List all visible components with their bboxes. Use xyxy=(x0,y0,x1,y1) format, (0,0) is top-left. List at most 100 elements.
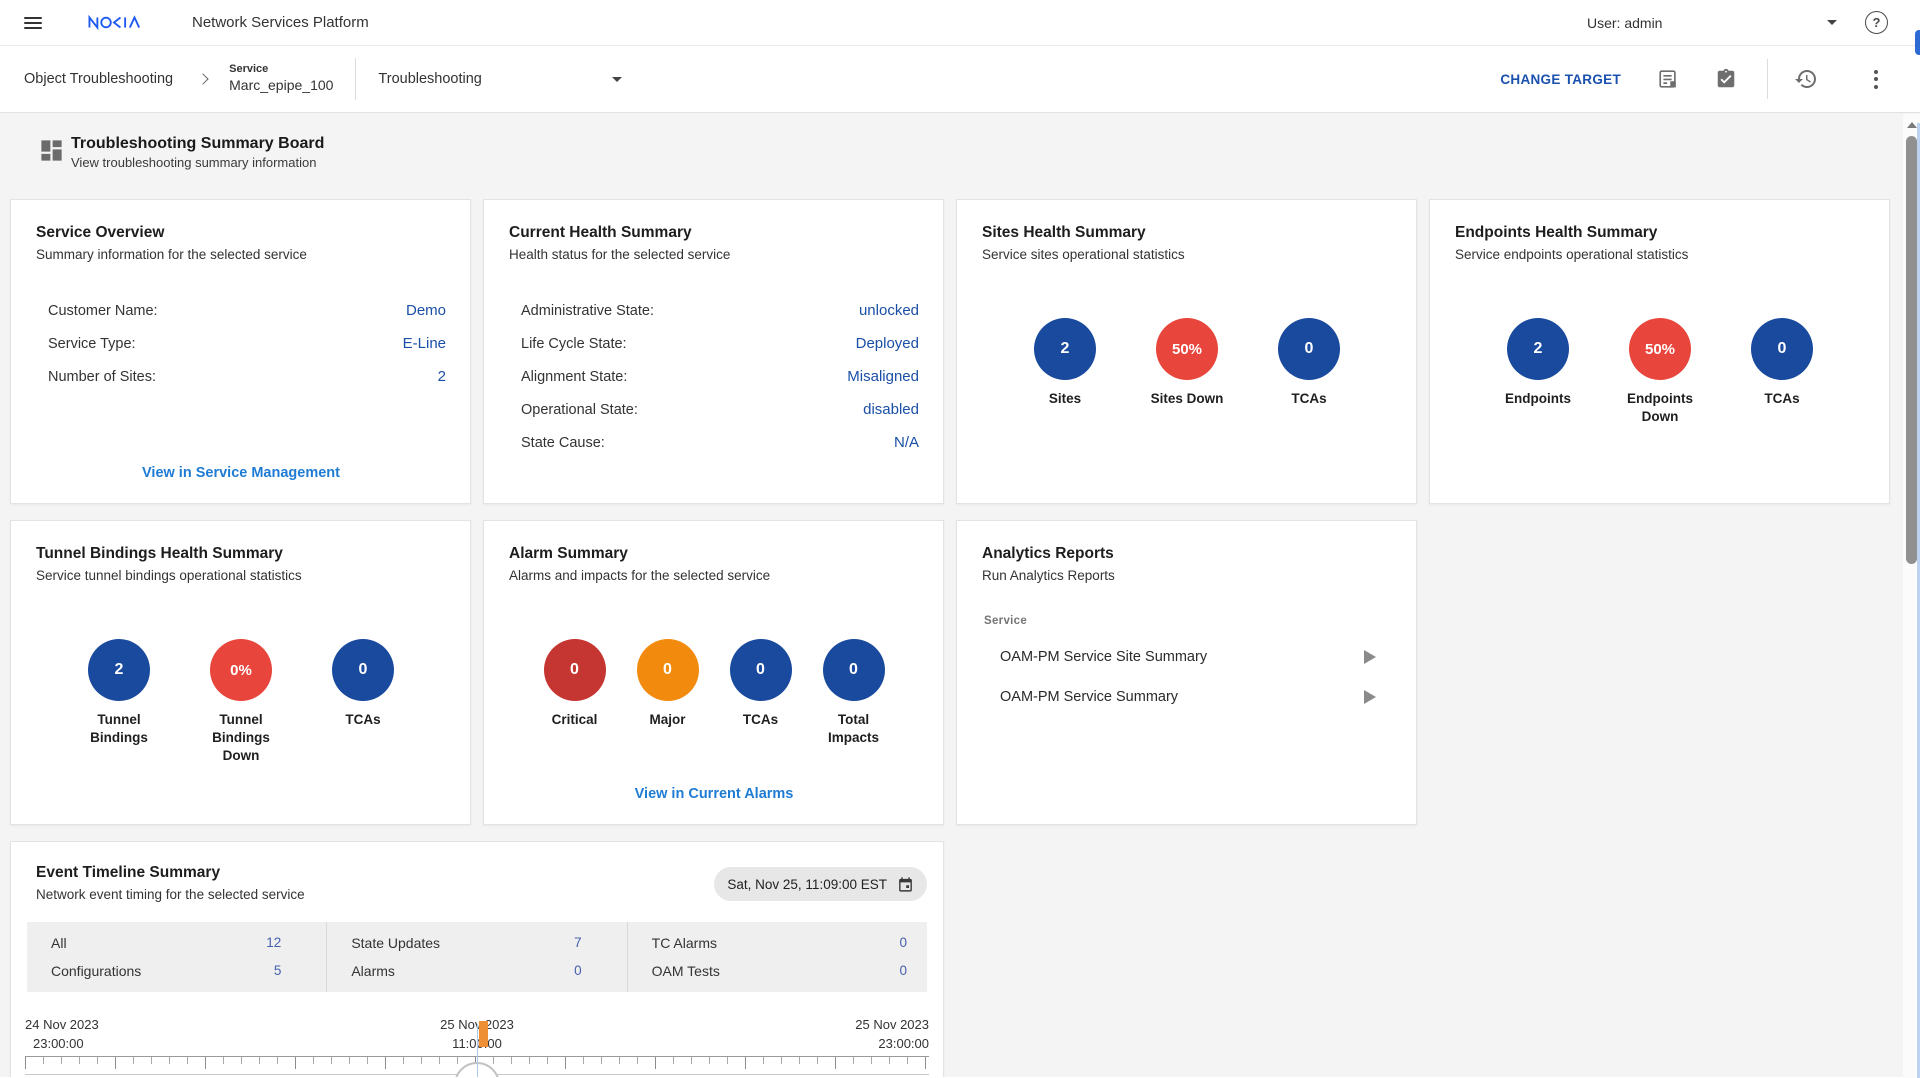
breadcrumb[interactable]: Object Troubleshooting xyxy=(24,71,173,87)
view-in-service-management-link[interactable]: View in Service Management xyxy=(142,465,340,487)
run-report-icon[interactable] xyxy=(1364,650,1376,664)
stat-circle: 50% xyxy=(1156,318,1218,380)
stat-circle: 2 xyxy=(88,639,150,701)
card-subtitle: Service endpoints operational statistics xyxy=(1455,247,1865,262)
stat-label: Tunnel Bindings Down xyxy=(202,711,280,766)
card-tunnel-bindings-health-summary: Tunnel Bindings Health Summary Service t… xyxy=(10,520,471,825)
stat-label: Total Impacts xyxy=(815,711,893,747)
card-current-health-summary: Current Health Summary Health status for… xyxy=(483,199,944,504)
report-label: OAM-PM Service Site Summary xyxy=(1000,649,1207,665)
view-selector-value: Troubleshooting xyxy=(378,71,481,87)
breadcrumb-chevron-icon xyxy=(197,73,208,84)
dashboard-content: Troubleshooting Summary Board View troub… xyxy=(0,113,1920,1077)
counter-label: OAM Tests xyxy=(652,963,720,979)
time-marker[interactable] xyxy=(479,1021,488,1047)
help-icon[interactable]: ? xyxy=(1865,11,1888,34)
grid-empty-cell xyxy=(1429,520,1890,825)
checklist-icon[interactable] xyxy=(1715,68,1737,90)
chevron-down-icon xyxy=(1827,20,1837,25)
hamburger-menu-icon[interactable] xyxy=(16,8,50,38)
nokia-logo xyxy=(88,15,150,30)
cards-grid: Service Overview Summary information for… xyxy=(10,199,1890,1077)
stat-circle: 0 xyxy=(1278,318,1340,380)
card-title: Current Health Summary xyxy=(509,224,919,242)
counter-row: OAM Tests 0 xyxy=(628,957,927,985)
kv-value: Demo xyxy=(406,302,446,319)
scroll-up-arrow-icon[interactable] xyxy=(1907,122,1917,128)
kv-row: Administrative State: unlocked xyxy=(509,302,919,319)
kv-row: Life Cycle State: Deployed xyxy=(509,335,919,352)
counter-value: 7 xyxy=(574,935,582,951)
datetime-picker-chip[interactable]: Sat, Nov 25, 11:09:00 EST xyxy=(714,867,927,901)
scrollbar-thumb[interactable] xyxy=(1906,136,1917,564)
card-subtitle: Alarms and impacts for the selected serv… xyxy=(509,568,919,583)
current-time-line xyxy=(477,1024,478,1077)
toolbar-divider xyxy=(355,58,356,100)
stat-circle: 0 xyxy=(544,639,606,701)
counter-value: 0 xyxy=(574,963,582,979)
card-subtitle: Service sites operational statistics xyxy=(982,247,1392,262)
target-context: Service Marc_epipe_100 xyxy=(229,63,333,94)
counter-label: TC Alarms xyxy=(652,935,717,951)
stat-circle: 0 xyxy=(637,639,699,701)
stat-tunnel-bindings-down: 0% Tunnel Bindings Down xyxy=(180,639,302,766)
report-row-oam-pm-service-summary[interactable]: OAM-PM Service Summary xyxy=(982,677,1392,717)
counter-value: 0 xyxy=(899,963,907,979)
history-icon[interactable] xyxy=(1794,67,1818,91)
card-subtitle: Network event timing for the selected se… xyxy=(36,887,305,902)
stat-tcas: 0 TCAs xyxy=(714,639,807,747)
counter-value: 5 xyxy=(274,963,282,979)
view-in-current-alarms-link[interactable]: View in Current Alarms xyxy=(635,786,794,808)
run-report-icon[interactable] xyxy=(1364,690,1376,704)
stat-label: Sites Down xyxy=(1151,390,1224,408)
stat-circle: 50% xyxy=(1629,318,1691,380)
card-sites-health-summary: Sites Health Summary Service sites opera… xyxy=(956,199,1417,504)
context-toolbar: Object Troubleshooting Service Marc_epip… xyxy=(0,46,1920,113)
calendar-icon xyxy=(897,876,914,893)
counter-row: State Updates 7 xyxy=(327,929,626,957)
counter-group: TC Alarms 0 OAM Tests 0 xyxy=(627,922,927,992)
stat-label: TCAs xyxy=(345,711,380,729)
kv-value: E-Line xyxy=(403,335,446,352)
event-timeline: 24 Nov 2023 23:00:00 25 Nov 2023 11:00:0… xyxy=(25,1016,929,1077)
card-subtitle: Run Analytics Reports xyxy=(982,568,1392,583)
more-options-icon[interactable] xyxy=(1866,66,1886,93)
kv-value: Misaligned xyxy=(847,368,919,385)
toolbar-divider xyxy=(1767,59,1768,99)
kv-label: Alignment State: xyxy=(509,369,627,385)
user-menu[interactable]: User: admin xyxy=(1587,15,1837,31)
chevron-down-icon xyxy=(612,77,622,82)
product-title: Network Services Platform xyxy=(192,14,369,31)
target-type-label: Service xyxy=(229,63,333,77)
report-row-oam-pm-service-site-summary[interactable]: OAM-PM Service Site Summary xyxy=(982,637,1392,677)
counter-label: Configurations xyxy=(51,963,141,979)
stat-tcas: 0 TCAs xyxy=(1721,318,1843,426)
kv-label: Number of Sites: xyxy=(36,369,156,385)
stat-label: Endpoints xyxy=(1505,390,1571,408)
counter-group: State Updates 7 Alarms 0 xyxy=(326,922,626,992)
kv-value: 2 xyxy=(438,368,446,385)
counter-value: 12 xyxy=(266,935,281,951)
view-selector-dropdown[interactable]: Troubleshooting xyxy=(374,65,626,93)
card-title: Event Timeline Summary xyxy=(36,864,305,882)
card-endpoints-health-summary: Endpoints Health Summary Service endpoin… xyxy=(1429,199,1890,504)
stat-label: Sites xyxy=(1049,390,1081,408)
event-counters-strip: All 12 Configurations 5 State Updates 7 … xyxy=(27,922,927,992)
card-service-overview: Service Overview Summary information for… xyxy=(10,199,471,504)
report-label: OAM-PM Service Summary xyxy=(1000,689,1178,705)
counter-row: TC Alarms 0 xyxy=(628,929,927,957)
kv-value: Deployed xyxy=(856,335,919,352)
counter-row: All 12 xyxy=(27,929,326,957)
stat-tcas: 0 TCAs xyxy=(1248,318,1370,408)
stat-endpoints: 2 Endpoints xyxy=(1477,318,1599,426)
report-icon[interactable] xyxy=(1657,68,1679,90)
counter-label: All xyxy=(51,935,67,951)
page-header: Troubleshooting Summary Board View troub… xyxy=(38,135,1920,170)
stat-label: Endpoints Down xyxy=(1621,390,1699,426)
card-title: Endpoints Health Summary xyxy=(1455,224,1865,242)
change-target-button[interactable]: CHANGE TARGET xyxy=(1500,72,1621,87)
page-title: Troubleshooting Summary Board xyxy=(71,135,324,153)
stat-circle: 0 xyxy=(1751,318,1813,380)
counter-value: 0 xyxy=(899,935,907,951)
stat-circle: 0 xyxy=(823,639,885,701)
